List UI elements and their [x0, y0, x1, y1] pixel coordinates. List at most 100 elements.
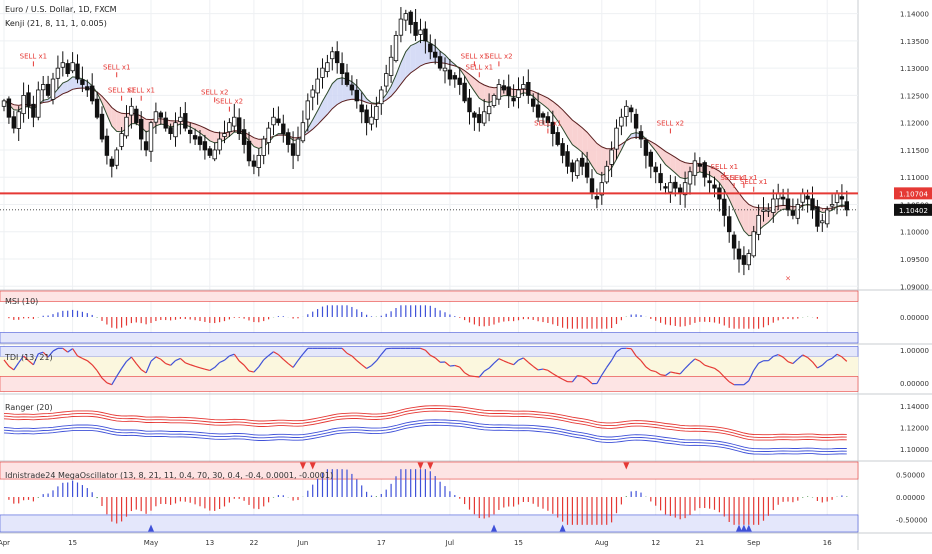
price-tick-label: 1.14000	[900, 11, 929, 19]
candle-body	[482, 112, 486, 123]
candle-body	[2, 101, 6, 106]
candle-body	[644, 140, 648, 155]
time-tick-label: 13	[205, 539, 214, 547]
candle-body	[81, 80, 85, 85]
mega-tick-label: -0.50000	[896, 516, 927, 524]
ma-cloud-segment	[117, 111, 122, 132]
candle-body	[286, 133, 290, 145]
candle-body	[776, 194, 780, 199]
candle-body	[17, 112, 21, 129]
price-tick-label: 1.12000	[900, 120, 929, 128]
candle-body	[345, 73, 349, 85]
msi-lower-band	[0, 333, 858, 343]
candle-body	[27, 93, 31, 107]
candle-body	[620, 117, 624, 126]
candle-body	[536, 105, 540, 117]
tdi-pane[interactable]	[0, 347, 858, 392]
ma-cloud-segment	[411, 43, 416, 73]
ma-cloud-segment	[421, 40, 426, 66]
candle-body	[727, 217, 731, 232]
mega-tick-label: 0.00000	[896, 494, 925, 502]
candle-body	[713, 185, 717, 188]
candle-body	[448, 70, 452, 79]
tdi-tick-label: 1.00000	[900, 347, 929, 355]
candle-body	[723, 199, 727, 215]
candle-body	[473, 113, 477, 117]
candle-body	[213, 150, 217, 159]
candle-body	[781, 197, 785, 199]
candle-body	[708, 181, 712, 183]
candle-body	[233, 117, 237, 126]
candle-body	[399, 19, 403, 35]
candle-body	[247, 141, 251, 161]
sell-signal-label: SELL x2	[485, 52, 513, 60]
candle-body	[291, 144, 295, 156]
candle-body	[76, 64, 80, 79]
candle-body	[590, 179, 594, 194]
candle-body	[786, 199, 790, 210]
ma-cloud-segment	[744, 200, 749, 236]
candle-body	[443, 68, 447, 71]
time-tick-label: 21	[695, 539, 704, 547]
candle-body	[796, 204, 800, 218]
candle-body	[497, 85, 501, 100]
candle-body	[732, 235, 736, 248]
candle-body	[463, 83, 467, 101]
sell-signal-label: SELL x1	[466, 63, 494, 71]
sell-signal-label: SELL x1	[711, 163, 739, 171]
candle-body	[512, 98, 516, 101]
candle-body	[394, 35, 398, 60]
ranger-tick-label: 1.14000	[900, 403, 929, 411]
candle-body	[154, 112, 158, 122]
candle-body	[306, 101, 310, 119]
candle-body	[46, 84, 50, 95]
indicator-title: Kenji (21, 8, 11, 1, 0.005)	[5, 19, 107, 28]
candle-body	[531, 99, 535, 106]
time-tick-label: Aug	[595, 539, 609, 547]
candle-body	[478, 114, 482, 122]
tdi-line-segment	[470, 376, 475, 377]
candle-body	[203, 142, 207, 150]
candle-body	[115, 150, 119, 165]
candle-body	[360, 105, 364, 112]
candle[interactable]	[394, 31, 398, 63]
candle-body	[811, 199, 815, 210]
chart-title: Euro / U.S. Dollar, 1D, FXCM	[5, 5, 117, 14]
candle-body	[698, 164, 702, 166]
candle-body	[556, 133, 560, 145]
ma-cloud-segment	[577, 124, 582, 152]
candle[interactable]	[576, 158, 580, 178]
candle-body	[66, 64, 70, 74]
candle-body	[7, 99, 11, 117]
candle-body	[468, 98, 472, 112]
candle-body	[257, 155, 261, 167]
last-price-tag-label: 1.10402	[899, 207, 928, 215]
candle-body	[56, 68, 60, 78]
candle-body	[321, 68, 325, 77]
candle-body	[580, 158, 584, 166]
candle-body	[282, 124, 286, 134]
candle-body	[825, 210, 829, 224]
candle-body	[830, 204, 834, 206]
candle-body	[438, 57, 442, 69]
time-tick-label: May	[144, 539, 158, 547]
candle-body	[41, 85, 45, 90]
candle-body	[301, 123, 305, 141]
candle-body	[414, 22, 418, 35]
candle-body	[71, 63, 75, 71]
candle-body	[610, 150, 614, 164]
ranger-title: Ranger (20)	[5, 403, 53, 412]
candle-body	[625, 106, 629, 116]
ma-cloud-segment	[597, 143, 602, 175]
candle-body	[335, 52, 339, 63]
msi-tick-label: 0.00000	[900, 314, 929, 322]
candle[interactable]	[492, 93, 496, 107]
ma-cloud-segment	[416, 40, 421, 69]
candle-body	[208, 149, 212, 156]
candle-body	[615, 128, 619, 149]
candle-body	[120, 134, 124, 147]
candle-body	[184, 113, 188, 128]
tdi-line-segment	[661, 375, 666, 376]
candle-body	[669, 183, 673, 192]
